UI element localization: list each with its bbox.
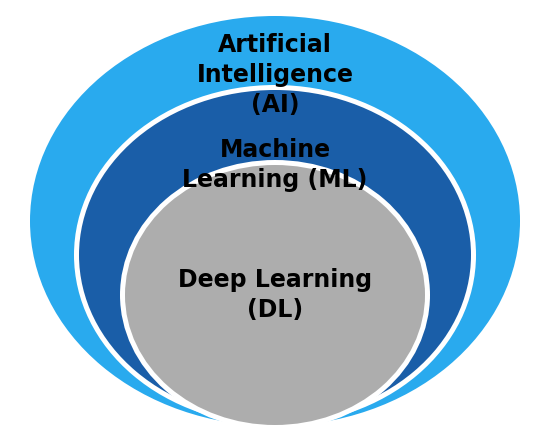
- Ellipse shape: [125, 165, 425, 425]
- Ellipse shape: [79, 90, 471, 420]
- Text: Artificial
Intelligence
(AI): Artificial Intelligence (AI): [196, 33, 354, 117]
- Text: Machine
Learning (ML): Machine Learning (ML): [182, 138, 368, 192]
- Ellipse shape: [120, 160, 430, 430]
- Ellipse shape: [74, 85, 476, 425]
- Ellipse shape: [30, 16, 520, 426]
- Text: Deep Learning
(DL): Deep Learning (DL): [178, 268, 372, 322]
